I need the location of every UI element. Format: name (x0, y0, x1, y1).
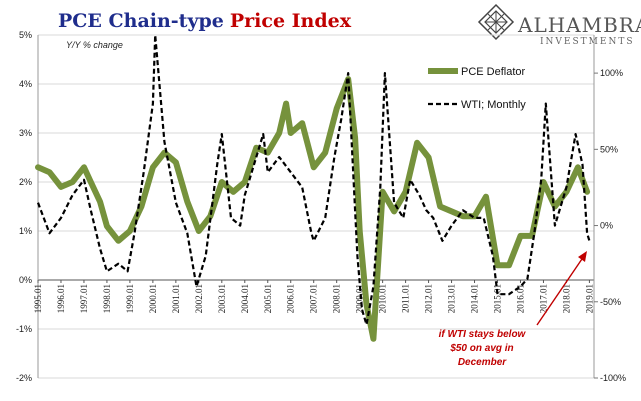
x-tick-label: 2007.01 (309, 284, 319, 313)
chart-title-part1: PCE Chain-type (58, 10, 224, 32)
annotation: if WTI stays below $50 on avg in Decembe… (439, 251, 587, 368)
y-right-tick-label: 50% (600, 144, 618, 154)
annotation-arrow-line (536, 255, 585, 326)
legend-pce-label: PCE Deflator (461, 66, 526, 78)
series-line-pce-deflator (35, 76, 591, 342)
x-tick-label: 2006.01 (286, 284, 296, 313)
x-tick-label: 2002.01 (194, 284, 204, 313)
x-tick-label: 2009.01 (355, 284, 365, 313)
annotation-line-1: if WTI stays below (439, 329, 527, 340)
series-line-wti-monthly (36, 33, 591, 326)
y-right-tick-label: 100% (600, 68, 623, 78)
x-tick-label: 2008.01 (332, 284, 342, 313)
x-tick-label: 1997.01 (79, 284, 89, 313)
y-left-tick-label: 0% (19, 275, 32, 285)
logo-name: ALHAMBRA (517, 13, 641, 37)
x-tick-label: 2016.01 (515, 284, 525, 313)
y-left-tick-label: 5% (19, 30, 32, 40)
y-right-tick-label: 0% (600, 221, 613, 231)
annotation-line-2: $50 on avg in (449, 343, 513, 354)
y-left-tick-label: 4% (19, 79, 32, 89)
x-tick-label: 2005.01 (263, 284, 273, 313)
x-tick-label: 2000.01 (148, 284, 158, 313)
x-tick-label: 1995.01 (33, 284, 43, 313)
x-tick-label: 1996.01 (56, 284, 66, 313)
series (35, 33, 591, 342)
x-tick-label: 2010.01 (378, 284, 388, 313)
legend: PCE Deflator WTI; Monthly (428, 66, 526, 111)
x-tick-label: 2013.01 (447, 284, 457, 313)
x-tick-label: 2003.01 (217, 284, 227, 313)
x-tick-label: 2012.01 (424, 284, 434, 313)
x-tick-label: 1999.01 (125, 284, 135, 313)
x-tick-label: 2011.01 (401, 284, 411, 313)
axes: -2% -1% 0% 1% 2% 3% 4% 5% -100% -50% 0% 50% 100% 1995… (16, 30, 626, 383)
y-left-tick-label: -1% (16, 324, 32, 334)
x-tick-label: 1998.01 (102, 284, 112, 313)
x-tick-label: 2015.01 (493, 284, 503, 313)
y-left-tick-label: -2% (16, 373, 32, 383)
x-tick-label: 2017.01 (538, 284, 548, 313)
chart-subtitle: Y/Y % change (66, 40, 123, 50)
chart-title: PCE Chain-type Price Index (58, 10, 352, 32)
y-right-tick-label: -100% (600, 373, 626, 383)
legend-wti-label: WTI; Monthly (461, 99, 526, 111)
x-tick-label: 2001.01 (171, 284, 181, 313)
x-tick-label: 2018.01 (561, 284, 571, 313)
y-right-tick-label: -50% (600, 297, 621, 307)
y-left-tick-label: 1% (19, 226, 32, 236)
x-tick-label: 2019.01 (584, 284, 594, 313)
annotation-arrowhead-icon (578, 251, 587, 262)
grid (38, 34, 594, 379)
alhambra-logo: ALHAMBRA INVESTMENTS (477, 3, 641, 47)
chart-title-part2: Price Index (230, 10, 352, 32)
logo-subtitle: INVESTMENTS (540, 37, 635, 47)
x-tick-label: 2014.01 (470, 284, 480, 313)
x-tick-label: 2004.01 (240, 284, 250, 313)
y-left-tick-label: 2% (19, 177, 32, 187)
y-left-tick-label: 3% (19, 128, 32, 138)
logo-emblem-icon (477, 3, 515, 41)
annotation-line-3: December (458, 357, 507, 368)
